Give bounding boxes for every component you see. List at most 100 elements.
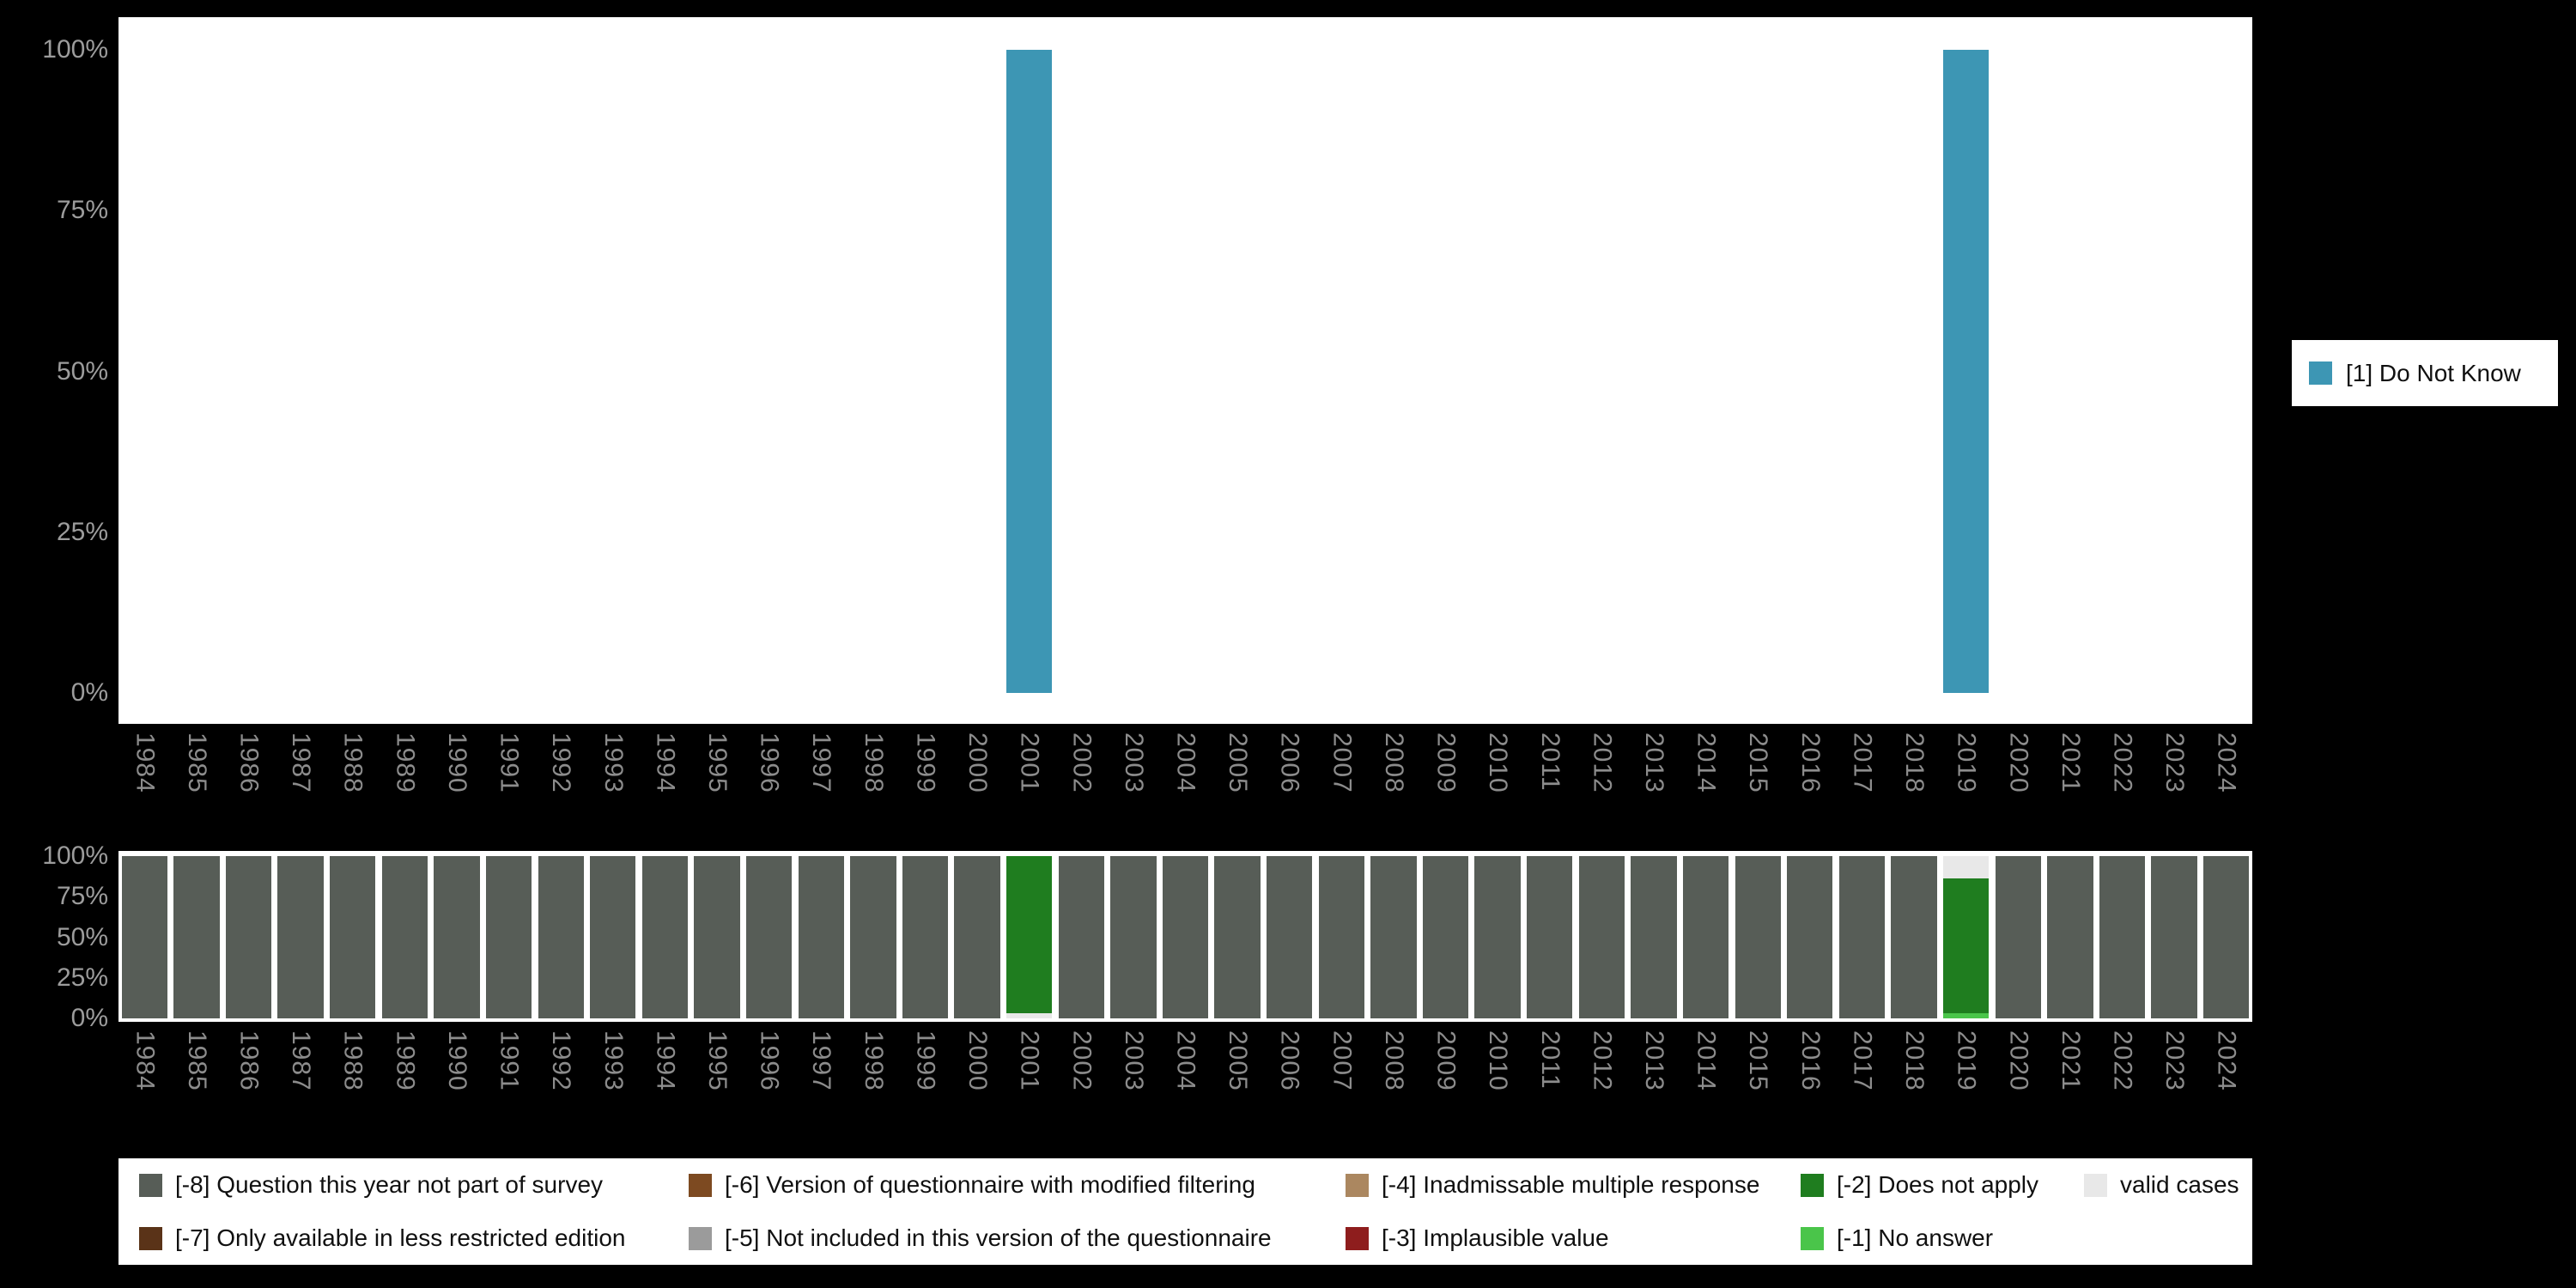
legend-item: [-3] Implausible value xyxy=(1346,1224,1801,1252)
bottom-segment-1995--8 xyxy=(694,856,740,1018)
swatch--6 xyxy=(689,1173,712,1197)
bottom-x-tick-label: 2021 xyxy=(2056,1030,2085,1091)
top-x-tick-label: 2020 xyxy=(2004,732,2033,793)
bottom-x-tick-label: 2023 xyxy=(2160,1030,2190,1091)
top-x-tick-label: 1998 xyxy=(859,732,888,793)
bottom-x-tick-label: 2009 xyxy=(1431,1030,1461,1091)
bottom-x-tick-label: 1994 xyxy=(651,1030,680,1091)
bottom-x-tick-label: 1997 xyxy=(807,1030,836,1091)
legend-item: [-5] Not included in this version of the… xyxy=(689,1224,1346,1252)
top-x-tick-label: 2009 xyxy=(1431,732,1461,793)
bottom-x-tick-label: 1990 xyxy=(442,1030,471,1091)
top-x-tick-label: 1997 xyxy=(807,732,836,793)
legend-item: [-6] Version of questionnaire with modif… xyxy=(689,1171,1346,1199)
bottom-segment-2021--8 xyxy=(2047,856,2093,1018)
bottom-segment-2014--8 xyxy=(1682,856,1729,1018)
bottom-x-tick-label: 2001 xyxy=(1015,1030,1044,1091)
top-x-tick-label: 1994 xyxy=(651,732,680,793)
bottom-x-tick-label: 1989 xyxy=(391,1030,420,1091)
bottom-segment-2013--8 xyxy=(1631,856,1677,1018)
bottom-segment-2019-valid xyxy=(1942,856,1990,879)
top-x-tick-label: 2018 xyxy=(1900,732,1929,793)
top-y-tick-label: 25% xyxy=(56,517,108,546)
legend-item: valid cases xyxy=(2084,1171,2252,1199)
bottom-segment-1997--8 xyxy=(798,856,844,1018)
top-x-tick-label: 2012 xyxy=(1588,732,1617,793)
top-legend-label: [1] Do Not Know xyxy=(2346,359,2521,386)
bottom-segment-1998--8 xyxy=(850,856,896,1018)
bottom-x-tick-label: 1992 xyxy=(547,1030,576,1091)
bottom-x-tick-label: 1984 xyxy=(131,1030,160,1091)
bottom-segment-2016--8 xyxy=(1787,856,1833,1018)
bottom-x-tick-label: 1998 xyxy=(859,1030,888,1091)
bottom-segment-2012--8 xyxy=(1578,856,1625,1018)
legend-item-label: [-3] Implausible value xyxy=(1382,1224,1609,1251)
bottom-x-tick-label: 2002 xyxy=(1067,1030,1097,1091)
bottom-segment-2011--8 xyxy=(1527,856,1573,1018)
legend-item-label: [-4] Inadmissable multiple response xyxy=(1382,1171,1760,1198)
top-x-tick-label: 2005 xyxy=(1224,732,1253,793)
swatch--3 xyxy=(1346,1226,1369,1250)
legend-item: [-8] Question this year not part of surv… xyxy=(139,1171,689,1199)
legend-item-label: [-6] Version of questionnaire with modif… xyxy=(725,1171,1255,1198)
top-x-tick-label: 1992 xyxy=(547,732,576,793)
swatch--1 xyxy=(1801,1226,1824,1250)
swatch--8 xyxy=(139,1173,162,1197)
top-x-tick-label: 1990 xyxy=(442,732,471,793)
bottom-x-tick-label: 1986 xyxy=(234,1030,264,1091)
top-x-tick-label: 2010 xyxy=(1484,732,1513,793)
bottom-x-tick-label: 2004 xyxy=(1171,1030,1200,1091)
bottom-segment-2010--8 xyxy=(1474,856,1521,1018)
top-x-tick-label: 2013 xyxy=(1639,732,1668,793)
bottom-x-tick-label: 1988 xyxy=(338,1030,368,1091)
legend-item-label: [-5] Not included in this version of the… xyxy=(725,1224,1272,1251)
bottom-segment-2022--8 xyxy=(2099,856,2146,1018)
bottom-segment-2001-valid xyxy=(1006,1013,1053,1018)
top-x-tick-label: 2003 xyxy=(1119,732,1148,793)
bottom-x-tick-label: 1995 xyxy=(703,1030,732,1091)
legend-item-label: [-1] No answer xyxy=(1837,1224,1994,1251)
bottom-segment-2001--2 xyxy=(1006,856,1053,1014)
bottom-segment-2004--8 xyxy=(1162,856,1209,1018)
bottom-segment-2002--8 xyxy=(1058,856,1104,1018)
bottom-segment-2007--8 xyxy=(1318,856,1364,1018)
bottom-x-tick-label: 2006 xyxy=(1275,1030,1304,1091)
bottom-segment-2024--8 xyxy=(2203,856,2250,1018)
legend-item: [-1] No answer xyxy=(1801,1224,2084,1252)
top-x-tick-label: 2014 xyxy=(1692,732,1721,793)
legend-item-label: [-8] Question this year not part of surv… xyxy=(175,1171,604,1198)
bottom-x-tick-label: 2003 xyxy=(1119,1030,1148,1091)
bottom-x-tick-label: 2011 xyxy=(1535,1030,1564,1090)
swatch--7 xyxy=(139,1226,162,1250)
bottom-segment-1994--8 xyxy=(641,856,689,1018)
legend-item: [-7] Only available in less restricted e… xyxy=(139,1224,689,1252)
bottom-segment-2015--8 xyxy=(1735,856,1781,1018)
bottom-x-tick-label: 1993 xyxy=(598,1030,628,1091)
top-x-tick-label: 1993 xyxy=(598,732,628,793)
top-plot-area xyxy=(118,17,2252,724)
top-x-tick-label: 2011 xyxy=(1535,732,1564,792)
top-x-tick-label: 2015 xyxy=(1744,732,1773,793)
bottom-x-tick-label: 2015 xyxy=(1744,1030,1773,1091)
top-legend: [1] Do Not Know xyxy=(2292,340,2558,406)
top-y-tick-label: 100% xyxy=(42,35,108,64)
swatch-valid xyxy=(2084,1173,2107,1197)
top-x-tick-label: 1986 xyxy=(234,732,264,793)
legend-item-label: [-2] Does not apply xyxy=(1837,1171,2039,1198)
bottom-segment-2003--8 xyxy=(1110,856,1157,1018)
bottom-x-tick-label: 2010 xyxy=(1484,1030,1513,1091)
top-x-tick-label: 2016 xyxy=(1795,732,1825,793)
top-y-tick-label: 50% xyxy=(56,356,108,386)
bottom-segment-2018--8 xyxy=(1891,856,1937,1018)
bottom-segment-1993--8 xyxy=(590,856,636,1018)
bottom-segment-1984--8 xyxy=(121,856,167,1018)
bottom-x-tick-label: 2013 xyxy=(1639,1030,1668,1091)
bottom-x-tick-label: 1987 xyxy=(287,1030,316,1091)
bottom-x-tick-label: 2005 xyxy=(1224,1030,1253,1091)
bottom-y-tick-label: 50% xyxy=(56,922,108,951)
top-x-tick-label: 1996 xyxy=(755,732,784,793)
legend-item-label: valid cases xyxy=(2120,1171,2239,1198)
bottom-x-tick-label: 2018 xyxy=(1900,1030,1929,1091)
top-x-tick-label: 2022 xyxy=(2108,732,2137,793)
